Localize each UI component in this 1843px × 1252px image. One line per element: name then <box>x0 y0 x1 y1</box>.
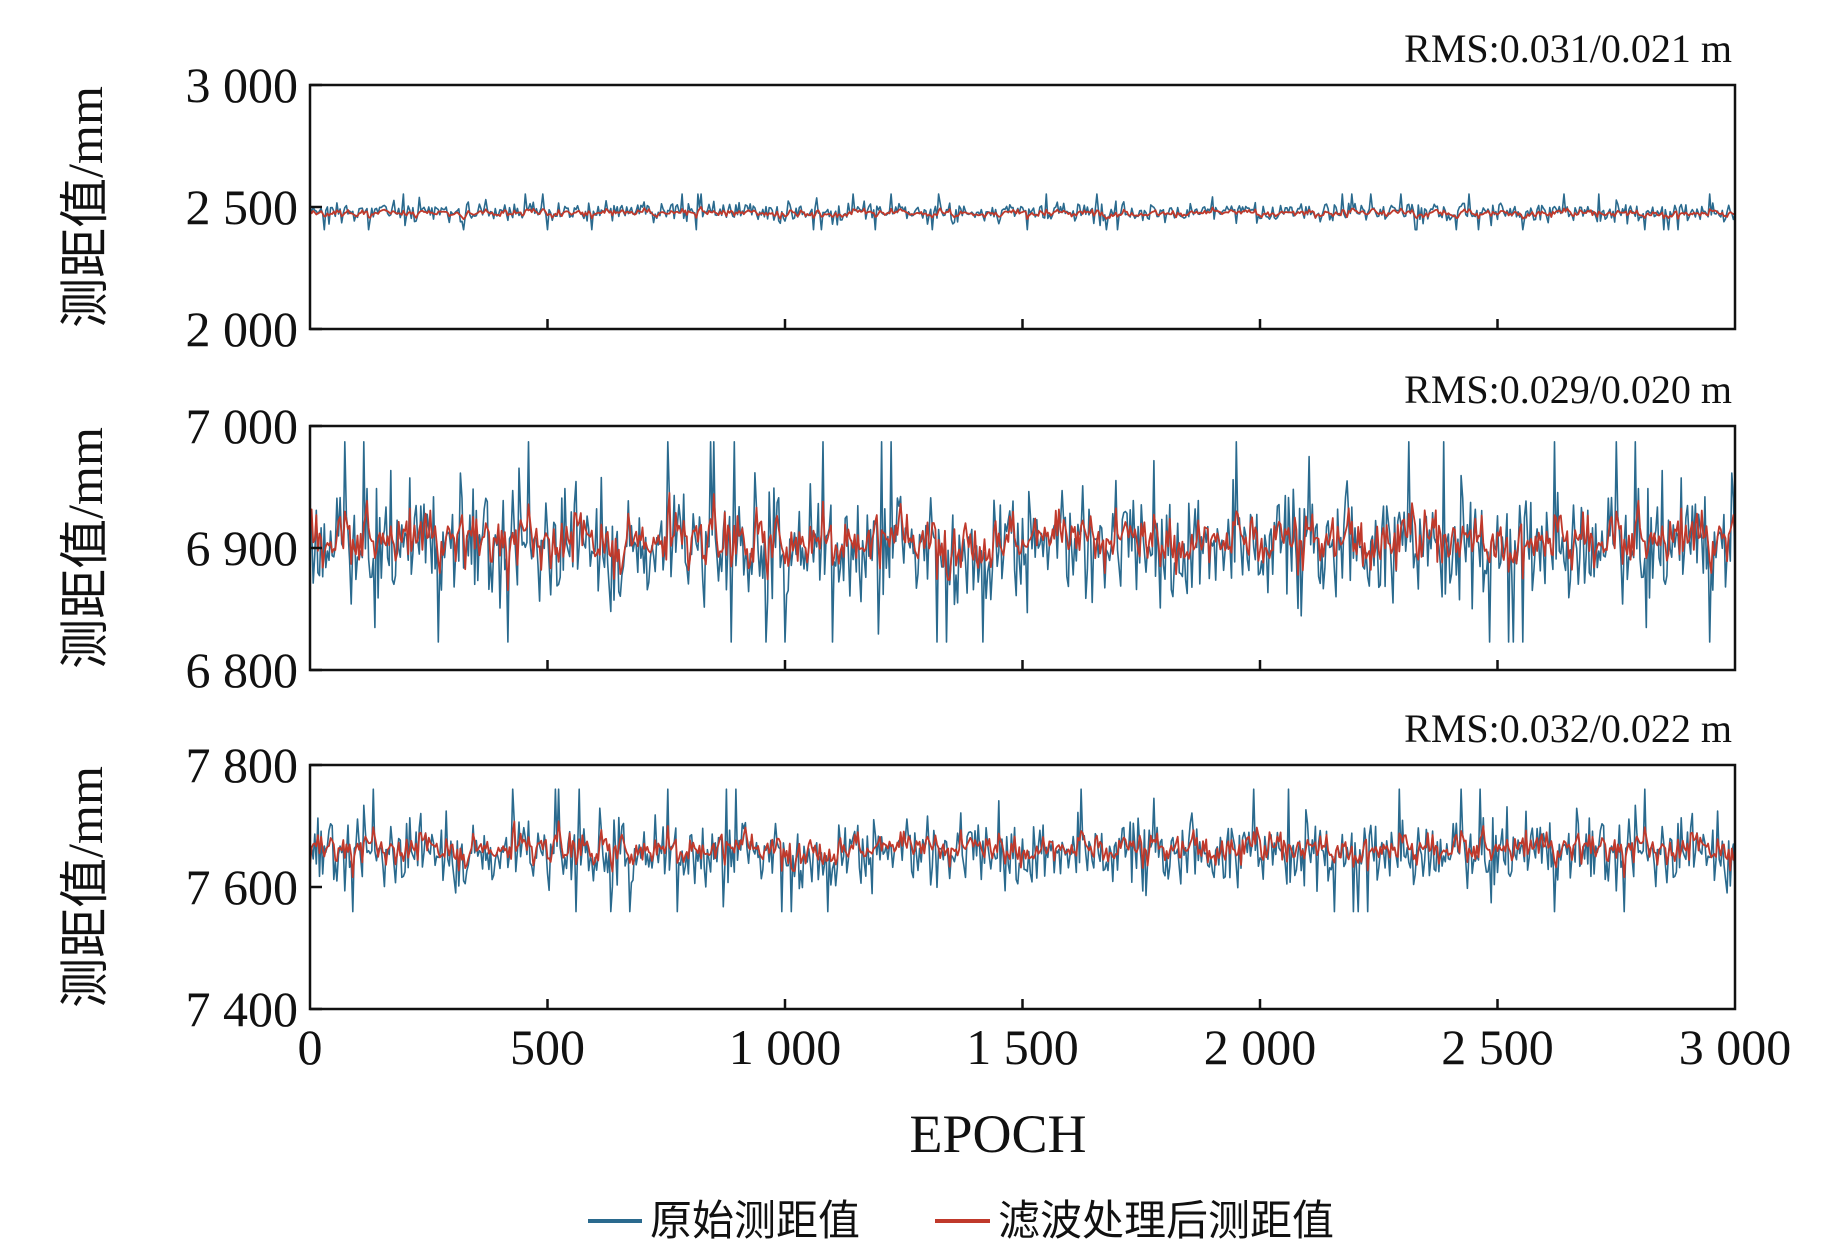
series-line-raw <box>310 788 1735 913</box>
rms-label: RMS:0.031/0.021 m <box>1404 26 1732 71</box>
x-axis-ticks <box>546 319 1499 329</box>
y-tick-label: 7 400 <box>186 981 299 1037</box>
y-axis-label: 测距值/mm <box>57 86 113 328</box>
x-tick-labels: 0 500 1 000 1 500 2 000 2 500 3 000 <box>298 1019 1792 1075</box>
series-line-raw <box>310 440 1735 643</box>
y-tick-label: 2 500 <box>186 179 299 235</box>
x-tick-label: 0 <box>298 1019 323 1075</box>
y-tick-label: 3 000 <box>186 57 299 113</box>
x-tick-label: 1 500 <box>966 1019 1079 1075</box>
rms-label: RMS:0.032/0.022 m <box>1404 706 1732 751</box>
y-tick-label: 6 900 <box>186 520 299 576</box>
series-line-filtered <box>310 206 1735 221</box>
y-tick-label: 7 800 <box>186 737 299 793</box>
y-tick-label: 7 000 <box>186 398 299 454</box>
panel-3: RMS:0.032/0.022 m 7 400 7 600 7 800 测距值/mm <box>57 706 1737 1037</box>
y-tick-label: 2 000 <box>186 301 299 357</box>
panel-2: RMS:0.029/0.020 m 6 800 6 900 7 000 测距值/mm <box>57 367 1737 698</box>
series-line-filtered <box>310 820 1735 879</box>
y-axis: 7 400 7 600 7 800 <box>186 737 322 1037</box>
legend-label-filtered: 滤波处理后测距值 <box>998 1199 1334 1245</box>
rms-label: RMS:0.029/0.020 m <box>1404 367 1732 412</box>
x-tick-label: 500 <box>510 1019 585 1075</box>
series-group <box>310 193 1735 231</box>
y-axis: 6 800 6 900 7 000 <box>186 398 322 698</box>
legend: 原始测距值 滤波处理后测距值 <box>588 1199 1334 1245</box>
y-axis: 2 000 2 500 3 000 <box>186 57 322 357</box>
y-axis-label: 测距值/mm <box>57 427 113 669</box>
x-axis-ticks <box>546 999 1499 1009</box>
x-tick-label: 2 500 <box>1441 1019 1554 1075</box>
plot-frame <box>308 763 1737 1011</box>
x-tick-label: 3 000 <box>1679 1019 1792 1075</box>
legend-label-raw: 原始测距值 <box>650 1199 860 1245</box>
series-group <box>310 440 1735 643</box>
series-line-filtered <box>310 491 1735 592</box>
x-axis-ticks <box>546 660 1499 670</box>
x-tick-label: 2 000 <box>1204 1019 1317 1075</box>
y-axis-label: 测距值/mm <box>57 766 113 1008</box>
x-axis-label: EPOCH <box>909 1104 1086 1164</box>
panel-1: RMS:0.031/0.021 m 2 000 2 500 3 000 测距值/mm <box>57 26 1737 357</box>
y-tick-label: 6 800 <box>186 642 299 698</box>
y-tick-label: 7 600 <box>186 859 299 915</box>
series-line-raw <box>310 193 1735 231</box>
series-group <box>310 788 1735 913</box>
x-tick-label: 1 000 <box>729 1019 842 1075</box>
